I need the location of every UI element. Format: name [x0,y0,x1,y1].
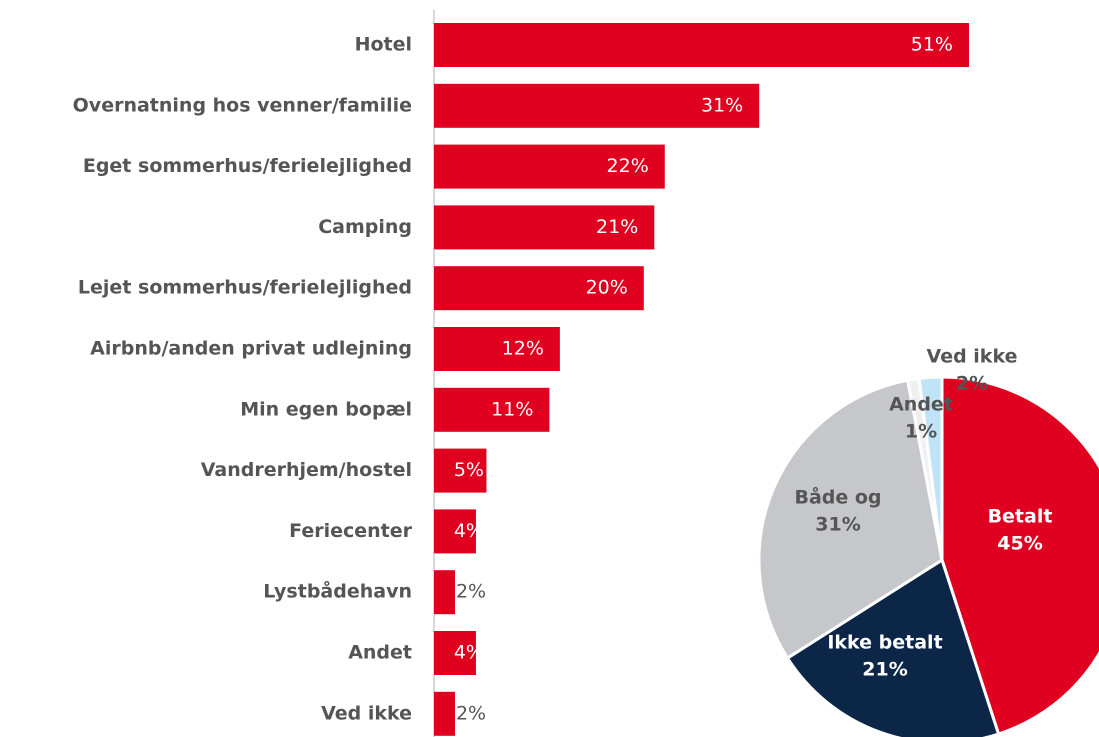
value-label: 20% [586,277,628,299]
category-label: Min egen bopæl [240,398,412,420]
category-label: Eget sommerhus/ferielejlighed [83,155,412,177]
value-label: 4% [454,520,484,542]
pie-slice [785,557,1001,737]
slice-label: Ved ikke [927,346,1018,368]
value-label: 5% [454,459,484,481]
slice-label: Betalt [988,506,1053,528]
category-label: Hotel [355,34,412,56]
value-label: 11% [491,398,533,420]
pie-slice [940,375,1099,736]
slice-value: 21% [862,659,907,681]
bar [434,448,487,493]
value-label: 2% [456,702,486,724]
bar [434,387,550,432]
bar [434,266,644,311]
category-label: Lystbådehavn [263,579,412,603]
value-label: 51% [911,34,953,56]
bar [434,23,969,67]
bar [434,631,476,675]
slice-label: Ikke betalt [827,632,942,654]
slice-value: 1% [905,421,937,443]
bar [434,691,455,736]
category-label: Airbnb/anden privat udlejning [90,338,412,360]
category-label: Lejet sommerhus/ferielejlighed [78,277,412,299]
bar [434,144,665,189]
category-label: Overnatning hos venner/familie [73,94,412,116]
bar [434,509,476,554]
bar [434,205,655,250]
pie-slice [917,375,944,561]
bar [434,570,455,615]
category-label: Andet [348,642,412,664]
category-label: Feriecenter [289,520,413,542]
value-label: 12% [502,338,544,360]
slice-label: Både og [794,485,881,509]
slice-value: 45% [997,533,1042,555]
category-label: Camping [318,216,412,238]
slice-label: Andet [889,394,953,416]
value-label: 2% [456,581,486,603]
value-label: 4% [454,642,484,664]
category-label: Ved ikke [321,702,412,724]
value-label: 21% [596,216,638,238]
slice-value: 2% [956,373,988,395]
pie-slice [757,378,944,661]
slice-value: 31% [815,514,860,536]
value-label: 22% [607,155,649,177]
bar [434,327,560,371]
value-label: 31% [701,94,743,116]
category-label: Vandrerhjem/hostel [201,459,412,481]
pie [757,375,1099,737]
bar [434,83,760,128]
